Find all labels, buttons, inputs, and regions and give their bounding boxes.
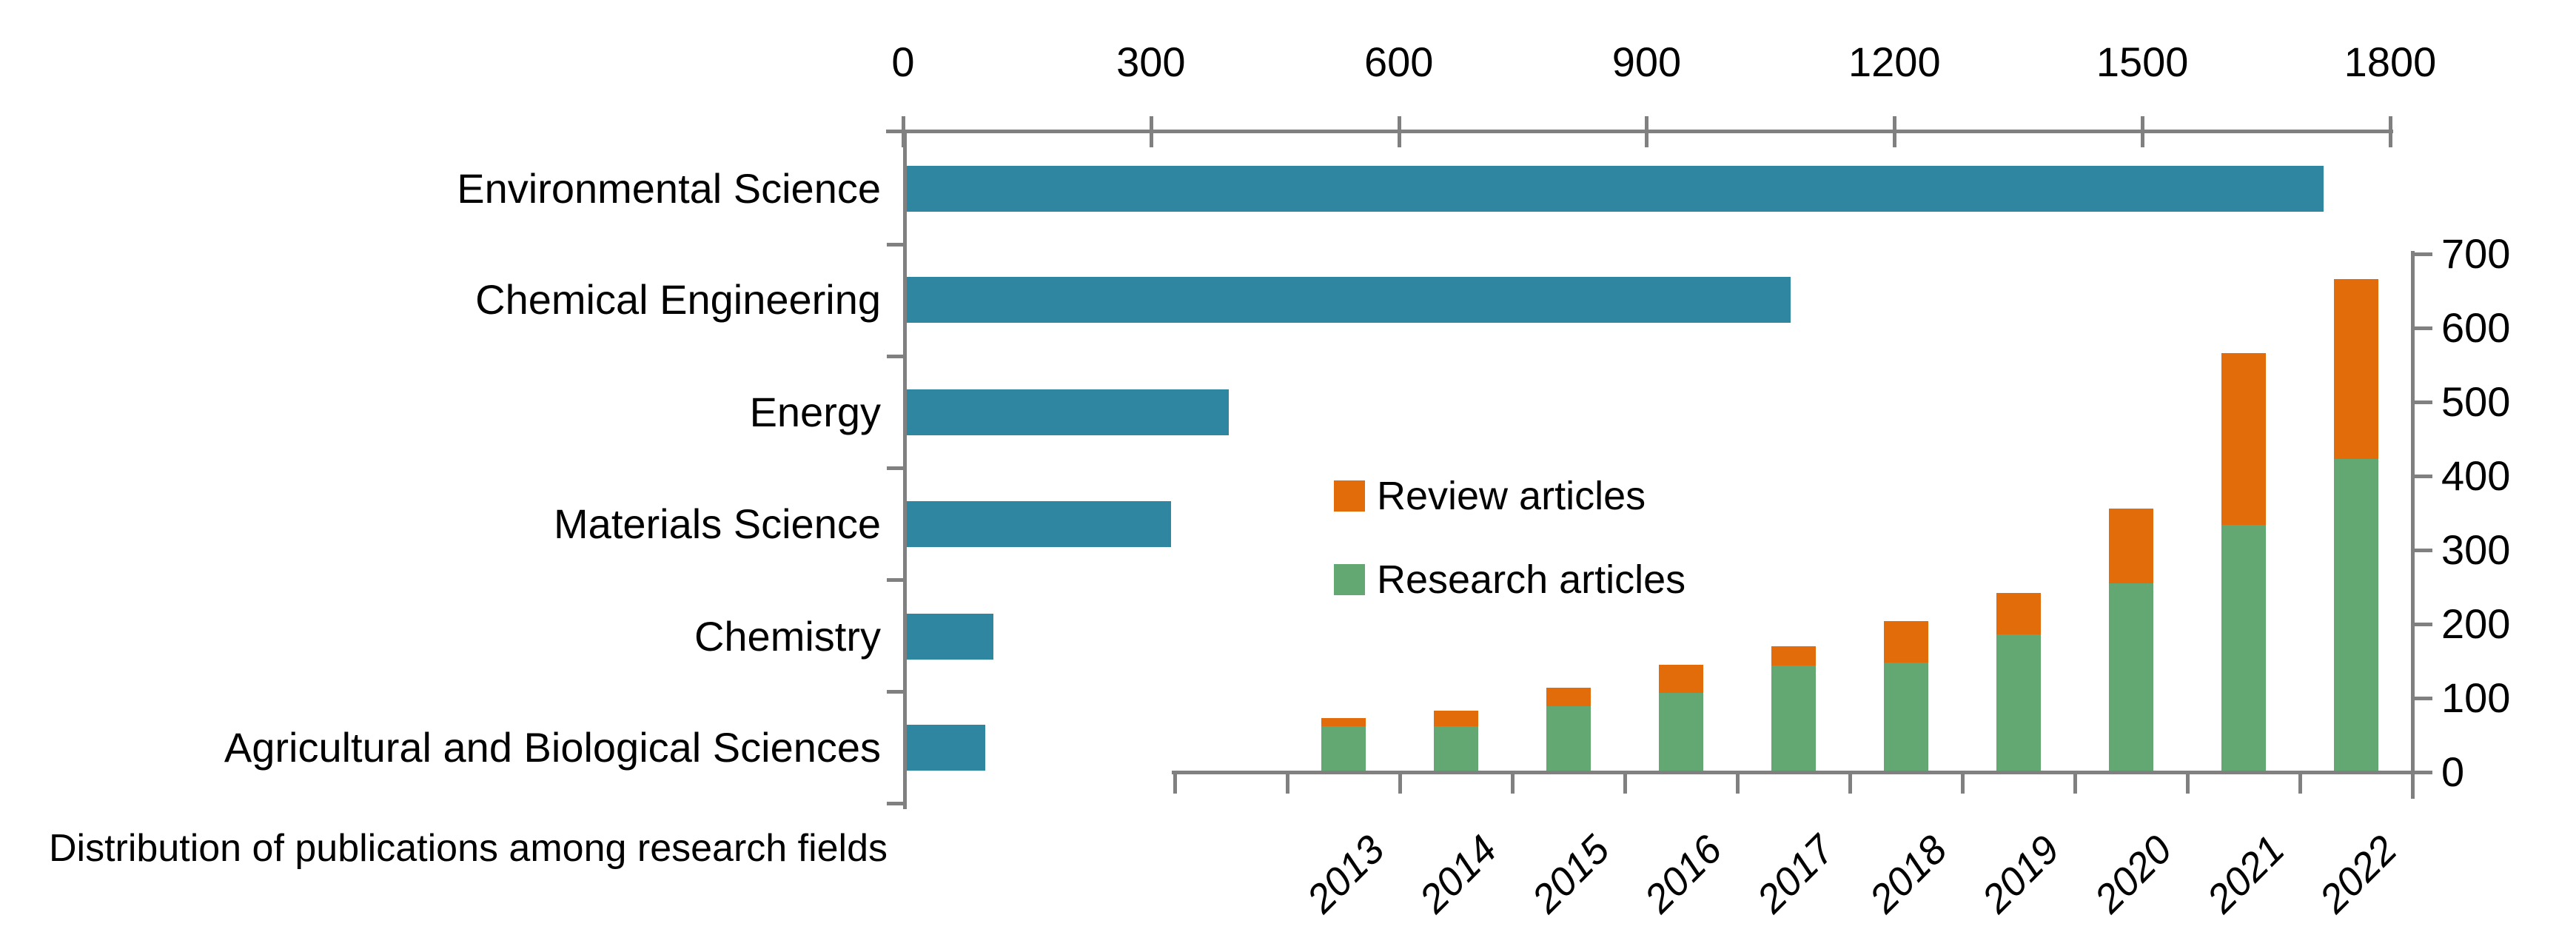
y-tick-label: 400: [2441, 452, 2511, 499]
stacked-bar-review: [1659, 665, 1703, 693]
year-tick-mark: [1961, 774, 1965, 794]
chart-caption: Distribution of publications among resea…: [49, 827, 888, 870]
year-tick-mark: [2186, 774, 2190, 794]
y-tick-label: 700: [2441, 230, 2511, 277]
category-label: Chemical Engineering: [475, 276, 881, 323]
category-label: Agricultural and Biological Sciences: [224, 724, 881, 771]
category-tick-mark: [887, 578, 903, 582]
stacked-bar-review: [1996, 593, 2041, 634]
year-tick-mark: [2298, 774, 2302, 794]
y-tick-label: 300: [2441, 526, 2511, 573]
category-label: Environmental Science: [457, 165, 881, 212]
year-tick-mark: [1848, 774, 1852, 794]
stacked-bar-research: [1546, 706, 1591, 771]
y-tick-mark: [2415, 475, 2432, 478]
x-tick-mark: [1893, 116, 1897, 147]
bottom-x-axis-line: [1172, 771, 2415, 774]
y-tick-mark: [2415, 549, 2432, 552]
year-tick-mark: [2073, 774, 2077, 794]
stacked-bar-review: [1434, 711, 1478, 726]
stacked-bar-review: [2221, 353, 2266, 525]
category-label: Materials Science: [554, 500, 881, 547]
legend-label-research: Research articles: [1377, 557, 1686, 602]
x-tick-mark: [1149, 116, 1153, 147]
field-bar: [907, 501, 1171, 547]
x-tick-mark: [2388, 116, 2392, 147]
year-tick-mark: [1398, 774, 1402, 794]
stacked-bar-research: [1996, 634, 2041, 771]
x-tick-label: 1200: [1848, 38, 1941, 85]
top-x-axis-line: [886, 130, 2393, 133]
y-tick-label: 600: [2441, 304, 2511, 351]
y-tick-mark: [2415, 326, 2432, 330]
y-tick-mark: [2415, 400, 2432, 404]
y-tick-mark: [2415, 623, 2432, 626]
stacked-bar-research: [1771, 666, 1816, 771]
x-tick-mark: [2141, 116, 2145, 147]
stacked-bar-review: [1546, 688, 1591, 706]
category-tick-mark: [887, 690, 903, 694]
category-tick-mark: [887, 802, 903, 805]
y-tick-label: 500: [2441, 378, 2511, 425]
year-tick-mark: [1173, 774, 1177, 794]
year-tick-mark: [1623, 774, 1627, 794]
x-tick-label: 300: [1116, 38, 1186, 85]
x-tick-label: 1800: [2344, 38, 2437, 85]
x-tick-label: 600: [1364, 38, 1434, 85]
field-bar: [907, 725, 985, 771]
category-label: Chemistry: [694, 613, 881, 660]
y-tick-label: 200: [2441, 600, 2511, 647]
category-tick-mark: [887, 355, 903, 358]
year-tick-mark: [1511, 774, 1515, 794]
legend-item-research-articles: Research articles: [1334, 559, 1686, 600]
x-tick-label: 900: [1611, 38, 1682, 85]
year-tick-mark: [1736, 774, 1740, 794]
stacked-bar-review: [1771, 646, 1816, 666]
field-bar: [907, 277, 1791, 323]
research-articles-swatch-icon: [1334, 564, 1365, 595]
right-y-axis-line: [2411, 251, 2415, 799]
field-bar: [907, 389, 1229, 435]
legend-item-review-articles: Review articles: [1334, 475, 1646, 517]
stacked-bar-research: [1884, 663, 1928, 771]
stacked-bar-review: [1884, 621, 1928, 663]
stacked-bar-review: [2109, 509, 2153, 583]
stacked-bar-research: [2334, 459, 2378, 771]
stacked-bar-research: [2109, 583, 2153, 771]
review-articles-swatch-icon: [1334, 480, 1365, 512]
y-tick-mark: [2415, 252, 2432, 256]
legend-label-review: Review articles: [1377, 474, 1646, 518]
category-tick-mark: [887, 243, 903, 247]
x-tick-label: 0: [891, 38, 915, 85]
stacked-bar-research: [1434, 726, 1478, 771]
x-tick-label: 1500: [2096, 38, 2189, 85]
x-tick-mark: [902, 116, 905, 147]
y-tick-mark: [2415, 697, 2432, 700]
y-tick-label: 0: [2441, 748, 2465, 795]
field-bar: [907, 166, 2324, 212]
y-tick-label: 100: [2441, 674, 2511, 721]
stacked-bar-research: [2221, 525, 2266, 771]
y-tick-mark: [2415, 771, 2432, 774]
category-label: Energy: [749, 389, 881, 435]
x-tick-mark: [1645, 116, 1649, 147]
stacked-bar-research: [1321, 726, 1366, 771]
category-tick-mark: [887, 466, 903, 470]
field-bar: [907, 614, 993, 660]
stacked-bar-research: [1659, 693, 1703, 771]
year-tick-mark: [1286, 774, 1289, 794]
stacked-bar-review: [1321, 718, 1366, 726]
left-y-axis-line: [903, 131, 907, 809]
x-tick-mark: [1397, 116, 1401, 147]
stacked-bar-review: [2334, 279, 2378, 459]
